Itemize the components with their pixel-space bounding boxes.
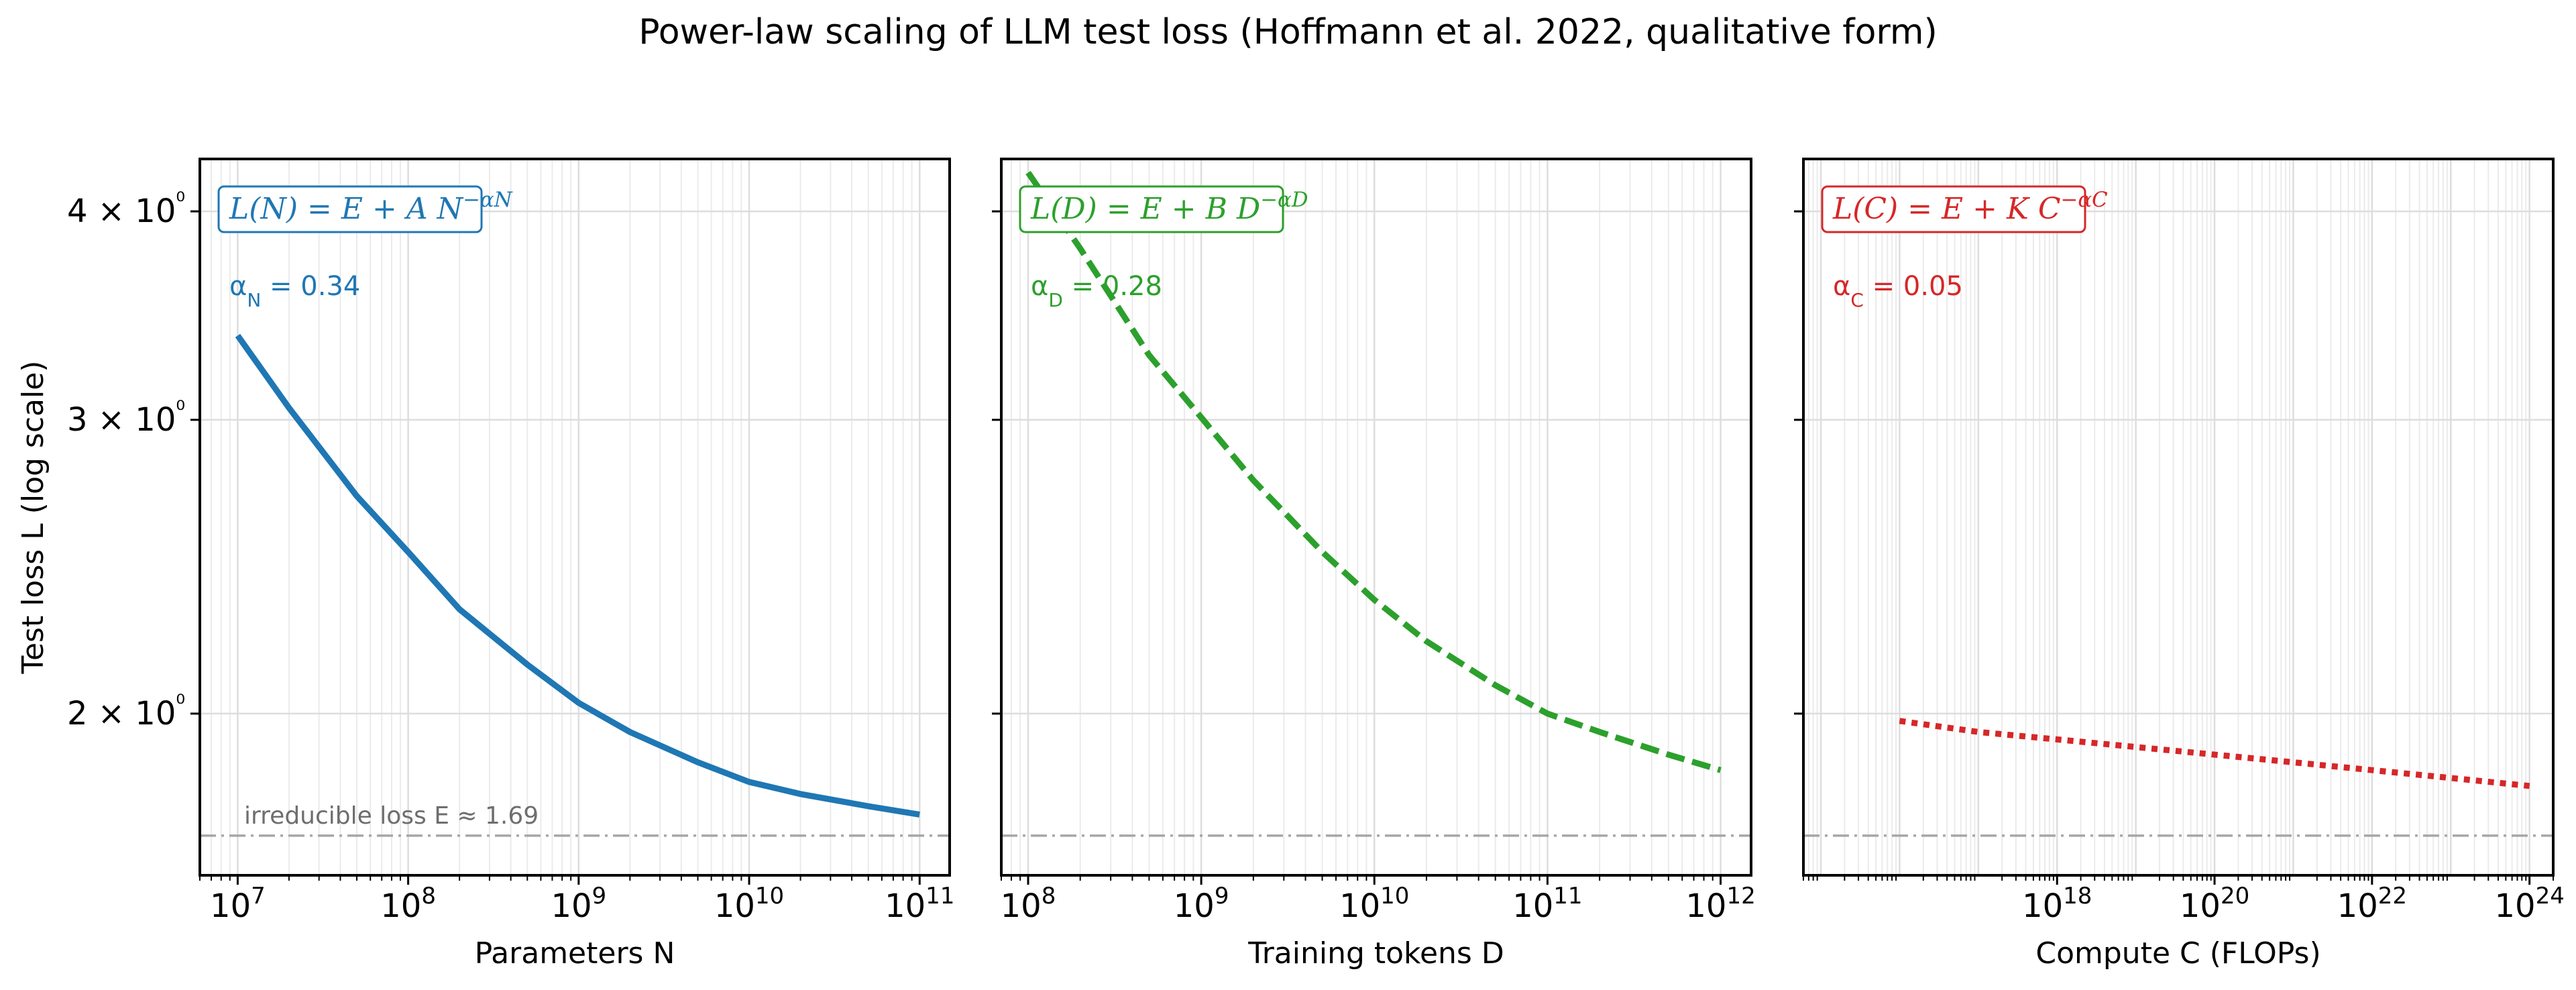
axes-frame [1000, 158, 1752, 877]
irreducible-loss-annotation: irreducible loss E ≈ 1.69 [244, 802, 539, 830]
x-tick-label: 108 [1001, 883, 1056, 925]
y-tick-label: 2 × 10⁰ [67, 690, 185, 732]
x-axis-label: Parameters N [475, 936, 675, 971]
panel-3: 1018 1020 1022 1024 Compute C (FLOPs) L(C) = … [1794, 158, 2565, 971]
x-tick-label: 1011 [1512, 883, 1582, 925]
axes-frame [1802, 158, 2555, 877]
x-tick-label: 1010 [714, 883, 784, 925]
loss-curve [1025, 170, 1722, 773]
loss-curve [1899, 718, 2530, 789]
x-tick-label: 1018 [2022, 883, 2092, 925]
formula-box [1821, 185, 2086, 233]
x-tick-label: 1020 [2180, 883, 2249, 925]
y-tick-label: 3 × 10⁰ [67, 396, 185, 439]
panel-1: 107 108 109 1010 1011 4 × 10⁰ 3 × 10⁰ 2 × 10⁰ Pa… [67, 158, 954, 971]
x-axis-label: Compute C (FLOPs) [2035, 936, 2320, 971]
panel-2: 108 109 1010 1011 1012 Training tokens D L(D) … [992, 158, 1756, 971]
x-tick-label: 1012 [1685, 883, 1755, 925]
x-tick-label: 109 [1174, 883, 1229, 925]
x-tick-label: 107 [210, 883, 266, 925]
formula-box [217, 185, 483, 233]
y-axis-label: Test loss L (log scale) [16, 361, 50, 675]
figure-title: Power-law scaling of LLM test loss (Hoff… [638, 12, 1938, 52]
exponent-label: αC = 0.05 [1833, 271, 1963, 311]
x-tick-label: 108 [380, 883, 436, 925]
x-tick-label: 109 [551, 883, 606, 925]
exponent-label: αN = 0.34 [229, 271, 360, 311]
grid-lines [1001, 159, 1751, 875]
x-tick-label: 1022 [2337, 883, 2407, 925]
loss-curve [235, 333, 920, 818]
formula-box [1019, 185, 1284, 233]
grid-lines [200, 159, 950, 875]
grid-lines [1803, 159, 2553, 875]
x-tick-label: 1010 [1339, 883, 1409, 925]
x-tick-label: 1011 [885, 883, 954, 925]
formula-label: L(C) = E + K C−αC [1832, 188, 2108, 226]
x-axis-label: Training tokens D [1247, 936, 1504, 971]
formula-label: L(N) = E + A N−αN [229, 188, 513, 226]
exponent-label: αD = 0.28 [1031, 271, 1162, 311]
formula-label: L(D) = E + B D−αD [1030, 188, 1308, 226]
x-tick-label: 1024 [2494, 883, 2564, 925]
axes-frame [199, 158, 951, 877]
y-tick-label: 4 × 10⁰ [67, 188, 185, 230]
